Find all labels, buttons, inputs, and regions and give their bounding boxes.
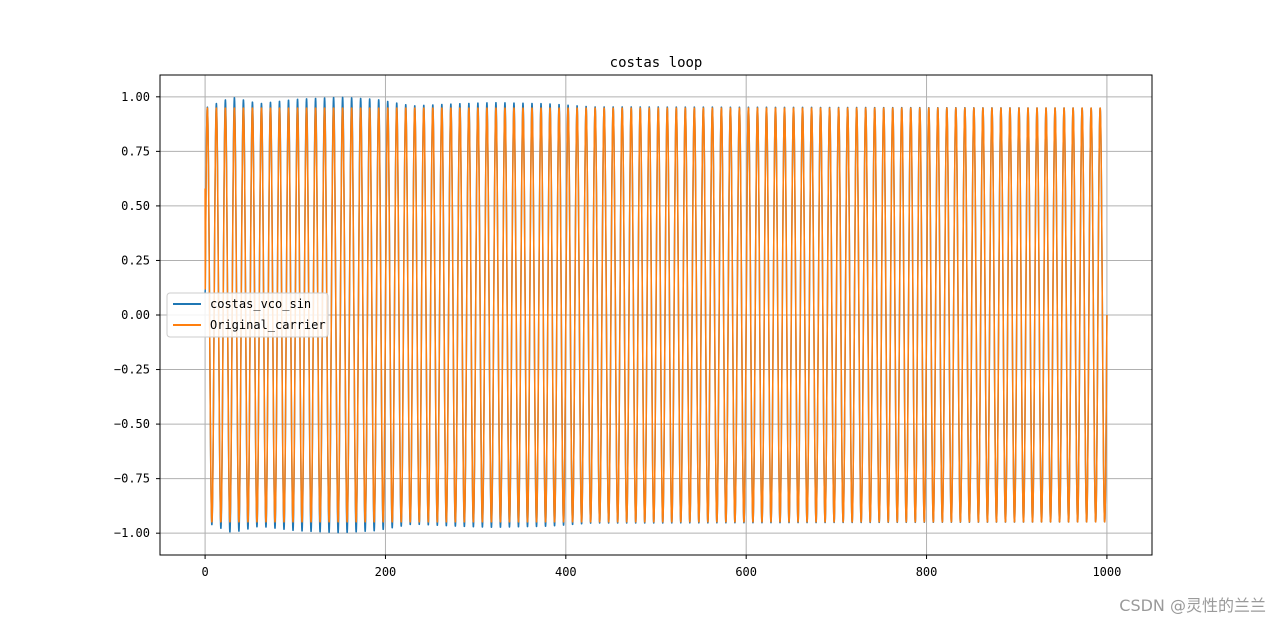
y-tick-label: 0.50 <box>121 199 150 213</box>
legend-label: Original_carrier <box>210 318 326 332</box>
x-tick-label: 0 <box>201 565 208 579</box>
y-tick-label: −0.25 <box>114 363 150 377</box>
x-tick-label: 200 <box>375 565 397 579</box>
y-tick-label: −0.75 <box>114 472 150 486</box>
legend: costas_vco_sin Original_carrier <box>166 292 329 338</box>
x-tick-label: 400 <box>555 565 577 579</box>
x-tick-label: 800 <box>916 565 938 579</box>
chart-title: costas loop <box>610 55 703 71</box>
legend-label: costas_vco_sin <box>210 297 311 311</box>
x-tick-label: 600 <box>735 565 757 579</box>
y-tick-label: 0.25 <box>121 253 150 267</box>
y-tick-label: 0.75 <box>121 144 150 158</box>
ticks: 0 200 400 600 800 1000 1.00 0.75 0.50 0.25 0.00 −0.… <box>114 90 1121 579</box>
legend-box <box>166 292 329 338</box>
watermark: CSDN @灵性的兰兰 <box>1119 596 1266 615</box>
series-line-original-carrier <box>204 107 1108 523</box>
series-layer <box>204 96 1108 534</box>
y-tick-label: 0.00 <box>121 308 150 322</box>
y-tick-label: −0.50 <box>114 417 150 431</box>
y-tick-label: −1.00 <box>114 526 150 540</box>
x-tick-label: 1000 <box>1092 565 1121 579</box>
y-tick-label: 1.00 <box>121 90 150 104</box>
